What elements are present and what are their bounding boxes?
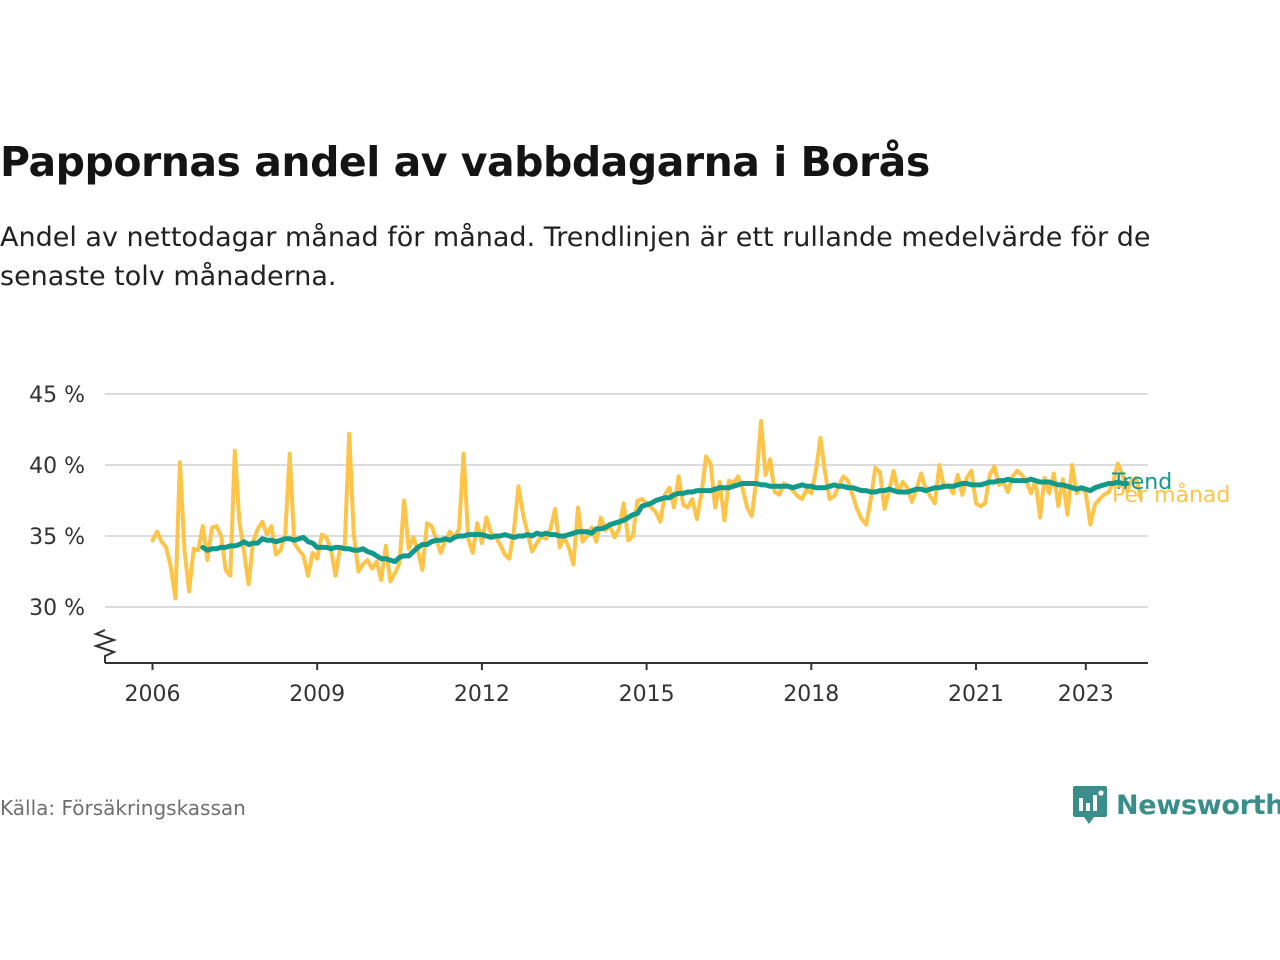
trend-series-line <box>200 476 1130 565</box>
chart-title: Pappornas andel av vabbdagarna i Borås <box>0 138 930 186</box>
newsworthy-icon <box>1073 786 1107 824</box>
series-group <box>150 419 1143 601</box>
x-tick-label: 2015 <box>619 682 675 707</box>
x-tick-label: 2009 <box>289 682 345 707</box>
y-tick-label: 35 % <box>29 525 85 550</box>
brand-name: Newsworthy <box>1116 789 1280 821</box>
y-tick-label: 40 % <box>29 454 85 479</box>
x-tick-label: 2018 <box>783 682 839 707</box>
line-chart: 30 % 35 % 40 % 45 % 2006 2009 2012 2015 2018 202… <box>29 383 1230 707</box>
source-note: Källa: Försäkringskassan <box>0 796 246 820</box>
x-tick-label: 2021 <box>948 682 1004 707</box>
x-tick-label: 2012 <box>454 682 510 707</box>
y-tick-label: 45 % <box>29 383 85 408</box>
newsworthy-logo: Newsworthy <box>1072 784 1280 826</box>
gridlines <box>105 393 1148 608</box>
trend-label: Trend <box>1111 470 1172 495</box>
axis-break <box>92 629 118 663</box>
monthly-series-line <box>150 419 1143 601</box>
chart-subtitle: Andel av nettodagar månad för månad. Tre… <box>0 222 1151 292</box>
y-axis: 30 % 35 % 40 % 45 % <box>29 383 118 663</box>
x-tick-label: 2006 <box>125 682 181 707</box>
y-tick-label: 30 % <box>29 596 85 621</box>
x-tick-label: 2023 <box>1058 682 1114 707</box>
monthly-label: Per månad <box>1112 482 1230 508</box>
x-axis: 2006 2009 2012 2015 2018 2021 2023 <box>105 662 1148 707</box>
